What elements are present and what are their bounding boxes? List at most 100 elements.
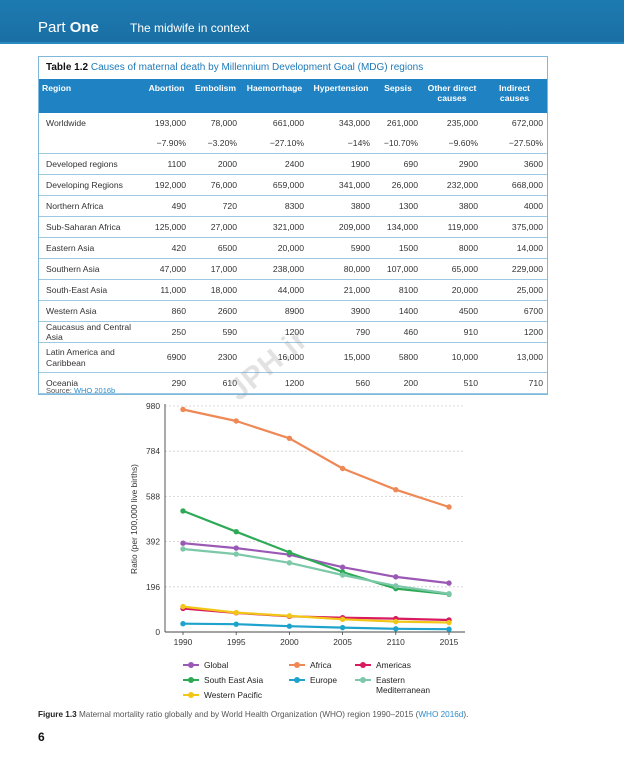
value-cell: 65,000 (422, 258, 482, 280)
value-cell: 672,000 (511, 118, 543, 128)
value-cell: 5800 (374, 342, 422, 373)
value-cell: 47,000 (143, 258, 190, 280)
data-point (180, 620, 186, 627)
data-point (339, 564, 346, 570)
region-cell: Developing Regions (39, 174, 143, 196)
data-point (393, 487, 399, 493)
y-tick-label: 980 (146, 401, 160, 411)
value-cell: 2300 (190, 342, 241, 373)
figure-label: Figure 1.3 (38, 710, 77, 719)
data-point (233, 551, 239, 557)
series-line-3 (182, 509, 450, 596)
region-cell (39, 133, 143, 154)
value-cell: 250 (143, 321, 190, 343)
region-cell: Latin America and Caribbean (39, 342, 143, 373)
column-header: Other direct causes (422, 79, 482, 113)
legend-label: Africa (310, 660, 332, 670)
data-point (286, 623, 293, 629)
table-row: Caucasus and Central Asia 250 590 1200 790 46… (39, 321, 547, 343)
region-cell: Northern Africa (39, 195, 143, 217)
table-row: Developing Regions 192,000 76,000 659,000 34… (39, 174, 547, 196)
mortality-chart: 0 196 392 588 784 980 1990 1995 2000 2005 2110 2015… (129, 401, 465, 647)
x-tick-label: 1990 (174, 637, 193, 647)
legend-marker (294, 677, 300, 683)
value-cell: 3800 (422, 195, 482, 217)
value-cell: 1200 (241, 372, 308, 394)
value-cell: −10.70% (374, 133, 422, 154)
value-cell: 610 (190, 372, 241, 394)
data-point (233, 528, 239, 535)
series-line-6 (182, 605, 450, 624)
value-cell: 119,000 (422, 216, 482, 238)
value-cell: 1400 (374, 300, 422, 322)
value-cell: 229,000 (482, 258, 547, 280)
value-cell: 78,000 (210, 118, 237, 128)
value-cell: 20,000 (422, 279, 482, 301)
source-link[interactable]: WHO 2016b (73, 386, 116, 395)
data-point (339, 616, 346, 623)
maternal-death-table: Region Abortion Embolism Haemorrhage Hyperte… (39, 79, 547, 394)
value-cell: 560 (308, 372, 374, 394)
value-cell: 6700 (482, 300, 547, 322)
y-tick-label: 588 (146, 491, 160, 501)
value-cell: 20,000 (241, 237, 308, 259)
value-cell: 690 (374, 153, 422, 175)
table-row: Western Asia 860 2600 8900 3900 1400 4500 6700 (39, 300, 547, 322)
data-point (393, 618, 399, 625)
table-row: Developed regions 1100 2000 2400 1900 690 2900… (39, 153, 547, 175)
x-tick-label: 2005 (333, 637, 352, 647)
value-cell: 910 (422, 321, 482, 343)
column-header: Abortion (143, 79, 190, 113)
page-number: 6 (38, 730, 45, 744)
value-cell: 1900 (308, 153, 374, 175)
data-point (393, 574, 399, 580)
data-point (286, 560, 293, 566)
value-cell: 343,000 (338, 118, 370, 128)
value-cell: 27,000 (190, 216, 241, 238)
data-point (339, 465, 346, 472)
value-cell: 3900 (308, 300, 374, 322)
value-cell: −27.10% (241, 133, 308, 154)
legend-marker (188, 662, 194, 668)
value-cell: 2900 (422, 153, 482, 175)
value-cell: 17,000 (190, 258, 241, 280)
value-cell: 125,000 (143, 216, 190, 238)
region-cell: South-East Asia (39, 279, 143, 301)
x-tick-label: 1995 (227, 637, 246, 647)
y-tick-label: 0 (155, 627, 160, 637)
legend-label: Americas (376, 660, 411, 670)
table-box: Table 1.2 Causes of maternal death by Mi… (38, 56, 548, 395)
legend-marker (188, 677, 194, 683)
data-point (286, 613, 293, 619)
table-row: South-East Asia 11,000 18,000 44,000 21,000 8… (39, 279, 547, 301)
table-caption-label: Table 1.2 (46, 62, 89, 73)
value-cell: 193,000 (154, 118, 186, 128)
value-cell: 261,000 (386, 118, 418, 128)
data-point (233, 621, 239, 627)
value-cell: −9.60% (422, 133, 482, 154)
data-point (286, 549, 293, 556)
value-cell: 2000 (190, 153, 241, 175)
data-point (446, 591, 452, 597)
region-cell: Caucasus and Central Asia (39, 321, 143, 343)
table-body: Worldwide 193,000 78,000 661,000 343,000 261,… (39, 113, 547, 394)
data-point (233, 545, 239, 551)
value-cell: 134,000 (374, 216, 422, 238)
value-cell: 10,000 (422, 342, 482, 373)
value-cell: 14,000 (482, 237, 547, 259)
chapter-subtitle: The midwife in context (130, 21, 250, 35)
data-point (180, 508, 186, 514)
y-axis-label: Ratio (per 100,000 live births) (129, 464, 139, 574)
legend-label: Western Pacific (204, 690, 263, 700)
table-header-row: Region Abortion Embolism Haemorrhage Hyperte… (39, 79, 547, 113)
x-tick-label: 2000 (280, 637, 299, 647)
value-cell: 1500 (374, 237, 422, 259)
value-cell: 510 (422, 372, 482, 394)
figure-caption: Figure 1.3 Maternal mortality ratio glob… (38, 710, 469, 719)
value-cell: 16,000 (241, 342, 308, 373)
table-row: Latin America and Caribbean 6900 2300 16,00… (39, 342, 547, 373)
value-cell: 860 (143, 300, 190, 322)
value-cell: 1200 (482, 321, 547, 343)
value-cell: 490 (143, 195, 190, 217)
figure-source-link[interactable]: WHO 2016d (418, 710, 464, 719)
